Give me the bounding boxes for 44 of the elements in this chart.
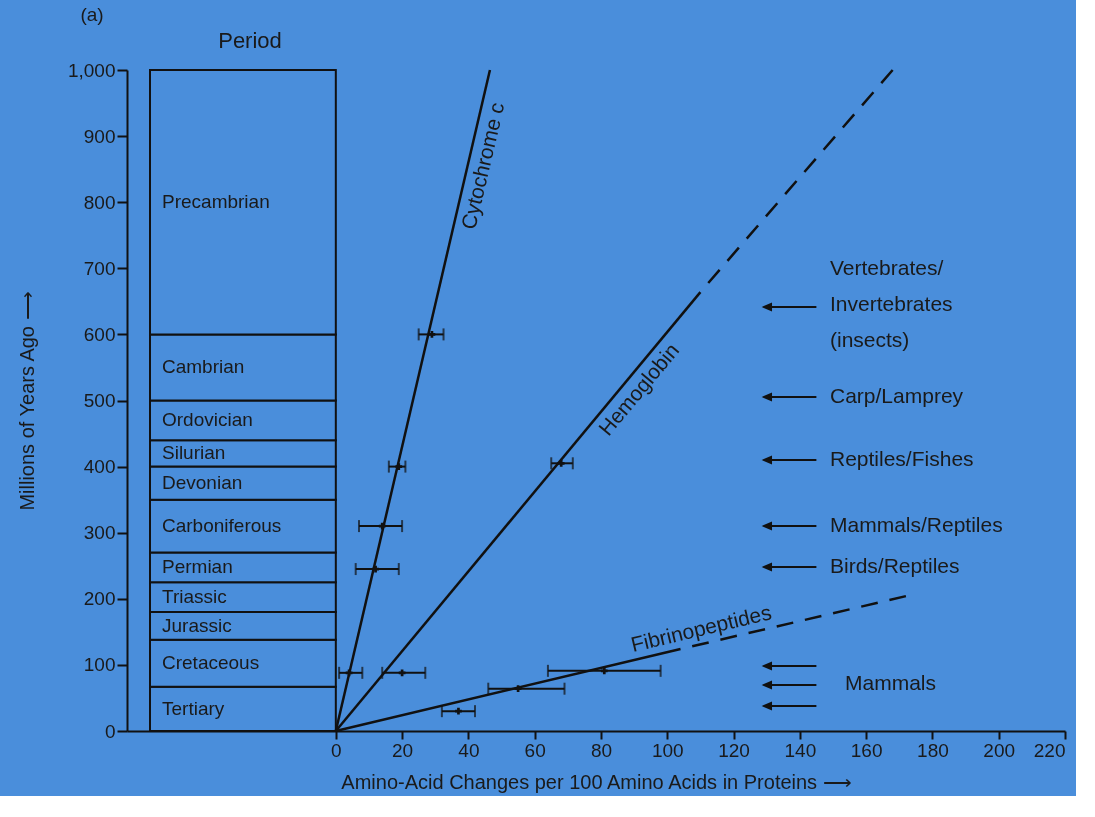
- y-tick-label: 900: [83, 125, 116, 147]
- annotation: Carp/Lamprey: [830, 384, 964, 407]
- y-tick-label: 800: [83, 191, 116, 213]
- band-label: Jurassic: [162, 614, 232, 636]
- x-tick-label: 120: [718, 739, 750, 761]
- x-tick-label: 160: [850, 739, 883, 761]
- y-tick-label: 300: [83, 522, 116, 544]
- annotation: Vertebrates/ Invertebrates (insects): [830, 256, 953, 351]
- band-label: Precambrian: [162, 191, 270, 213]
- band-label: Cambrian: [162, 356, 245, 378]
- x-tick-label: 220: [1033, 739, 1066, 761]
- annotation: Mammals: [845, 671, 937, 694]
- x-tick-label: 200: [983, 739, 1016, 761]
- chart-title: (a): [80, 4, 104, 25]
- band-label: Silurian: [162, 442, 226, 464]
- x-tick-label: 60: [524, 739, 546, 761]
- x-axis-title: Amino-Acid Changes per 100 Amino Acids in Proteins ⟶: [341, 770, 852, 793]
- x-tick-label: 100: [651, 739, 684, 761]
- x-tick-label: 140: [784, 739, 817, 761]
- x-tick-label: 40: [458, 739, 480, 761]
- text: Period: [218, 28, 282, 53]
- x-tick-label: 0: [331, 739, 342, 761]
- band-label: Ordovician: [162, 409, 253, 431]
- y-tick-label: 1,000: [67, 59, 116, 81]
- y-axis-title: Millions of Years Ago ⟶: [15, 291, 38, 511]
- x-tick-label: 80: [590, 739, 613, 761]
- y-tick-label: 600: [83, 323, 116, 345]
- y-tick-label: 400: [83, 456, 116, 478]
- annotation: Birds/Reptiles: [830, 554, 960, 577]
- band-label: Devonian: [162, 472, 243, 494]
- y-tick-label: 200: [83, 588, 116, 610]
- x-tick-label: 180: [917, 739, 949, 761]
- y-tick-label: 100: [83, 654, 116, 676]
- y-tick-label: 0: [104, 720, 116, 742]
- band-label: Tertiary: [162, 697, 225, 719]
- x-tick-label: 20: [392, 739, 414, 761]
- y-tick-label: 700: [83, 257, 116, 279]
- band-label: Carboniferous: [162, 515, 282, 537]
- annotation: Reptiles/Fishes: [830, 447, 974, 470]
- band-label: Permian: [162, 556, 233, 578]
- annotation: Mammals/Reptiles: [830, 513, 1003, 536]
- band-label: Cretaceous: [162, 652, 260, 674]
- band-label: Triassic: [162, 586, 227, 608]
- y-tick-label: 500: [83, 390, 116, 411]
